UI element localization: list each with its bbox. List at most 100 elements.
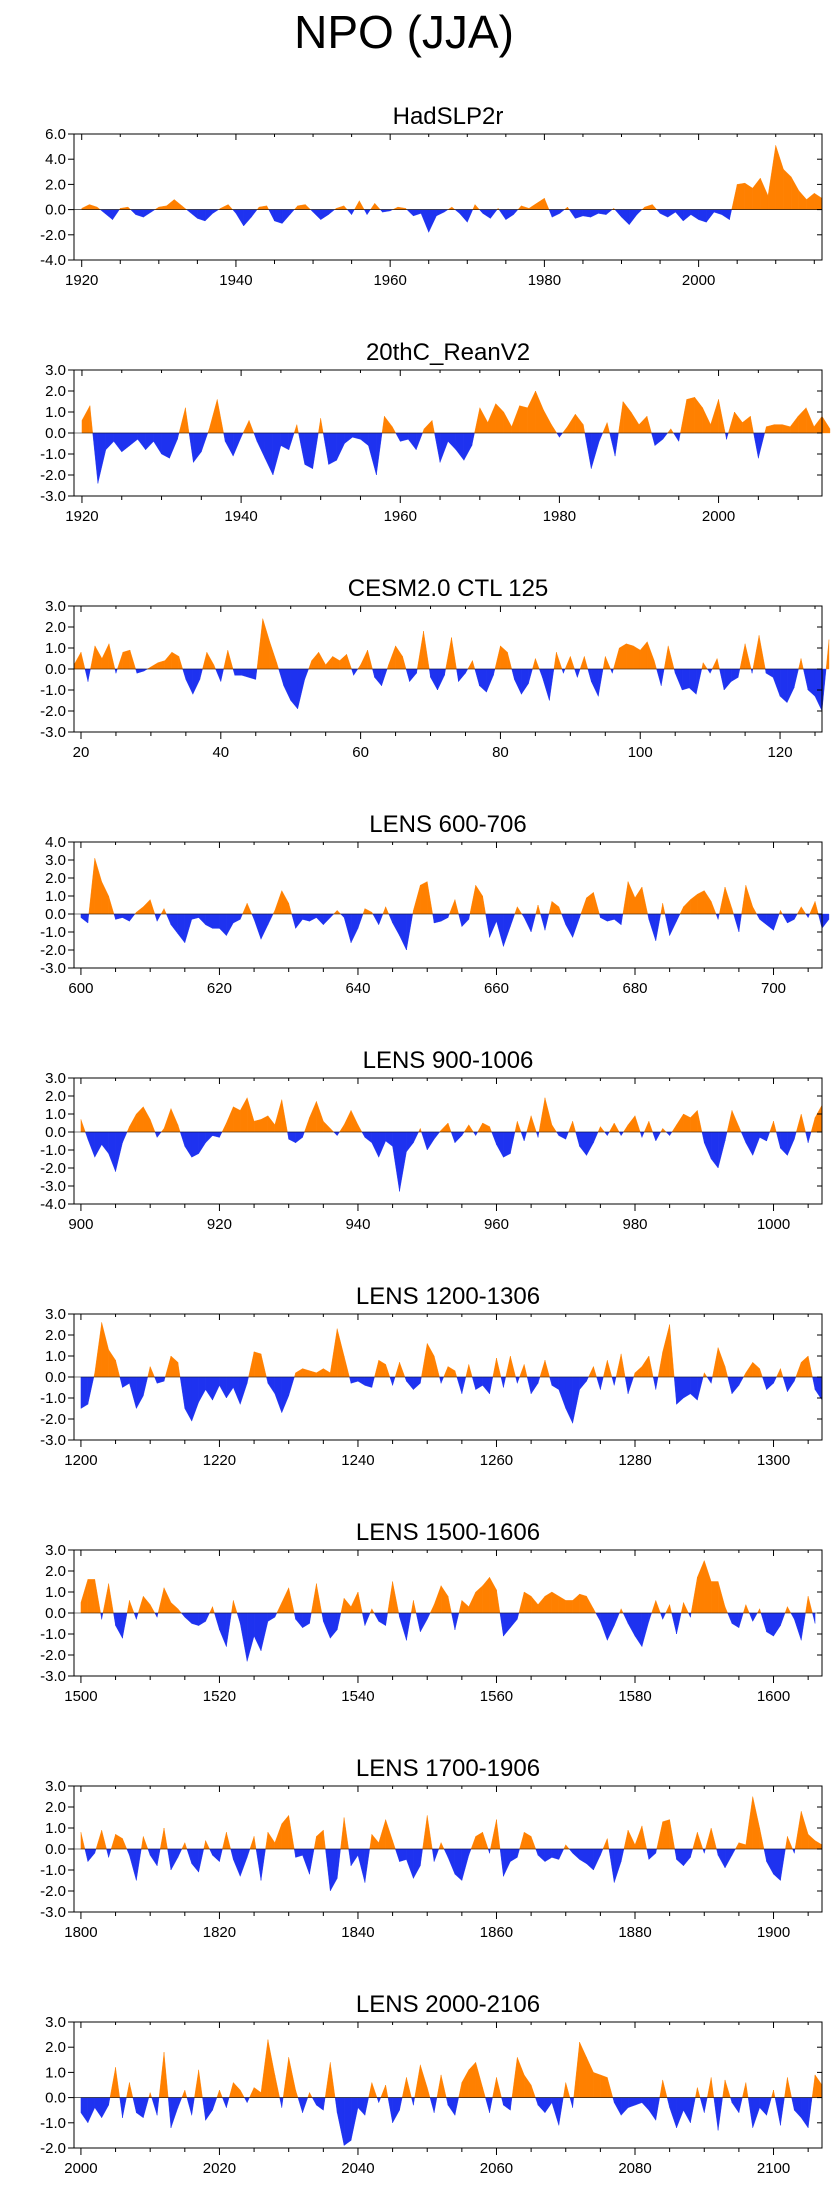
area-segment	[568, 1121, 573, 1133]
area-segment	[496, 2077, 502, 2098]
area-segment	[690, 893, 698, 915]
area-segment	[202, 652, 208, 670]
area-segment	[156, 1376, 165, 1384]
area-segment	[461, 2069, 469, 2098]
area-segment	[184, 1376, 192, 1422]
area-segment	[671, 1612, 677, 1635]
area-segment	[94, 858, 102, 915]
area-segment	[177, 1362, 181, 1378]
area-segment	[302, 1131, 305, 1138]
area-segment	[212, 913, 220, 929]
area-segment	[669, 1131, 673, 1137]
area-segment	[184, 1842, 188, 1850]
area-segment	[809, 901, 816, 915]
area-segment	[385, 1612, 388, 1626]
area-segment	[302, 1368, 310, 1378]
area-segment	[253, 1836, 257, 1850]
area-segment	[226, 913, 234, 936]
area-segment	[154, 1612, 158, 1618]
area-segment	[117, 652, 124, 670]
area-segment	[431, 420, 435, 434]
area-segment	[248, 1351, 255, 1378]
area-segment	[661, 668, 665, 686]
area-segment	[800, 658, 804, 670]
x-tick-label: 2100	[757, 2160, 790, 2177]
area-segment	[235, 209, 244, 227]
area-segment	[713, 2097, 719, 2131]
y-tick-label: 1.0	[45, 640, 66, 657]
area-segment	[475, 2062, 483, 2098]
area-segment	[793, 668, 799, 688]
y-tick-label: -1.0	[40, 1626, 66, 1643]
area-segment	[641, 1612, 650, 1647]
area-segment	[122, 913, 130, 922]
area-segment	[787, 2077, 792, 2098]
area-segment	[143, 1106, 151, 1133]
area-segment	[143, 899, 151, 915]
area-segment	[101, 881, 109, 915]
area-segment	[177, 432, 180, 440]
figure-title: NPO (JJA)	[294, 6, 514, 58]
area-segment	[623, 1830, 629, 1850]
area-segment	[274, 1823, 282, 1850]
area-segment	[598, 668, 604, 697]
area-segment	[756, 913, 760, 920]
y-tick-label: 3.0	[45, 852, 66, 869]
area-segment	[704, 1131, 712, 1160]
area-segment	[151, 2097, 158, 2116]
area-segment	[614, 1122, 620, 1133]
area-segment	[429, 1604, 435, 1614]
area-segment	[420, 1848, 423, 1866]
area-segment	[772, 668, 781, 697]
area-segment	[427, 1131, 435, 1151]
area-segment	[384, 415, 393, 434]
area-segment	[143, 1595, 151, 1614]
area-segment	[564, 656, 571, 670]
area-segment	[108, 895, 115, 915]
area-segment	[170, 1602, 179, 1614]
x-tick-label: 660	[484, 980, 509, 997]
area-segment	[697, 2087, 701, 2098]
area-segment	[145, 432, 154, 451]
area-segment	[136, 906, 144, 915]
panel-title: LENS 1700-1906	[356, 1755, 540, 1782]
area-segment	[565, 1131, 569, 1140]
x-tick-label: 680	[622, 980, 647, 997]
area-segment	[465, 1364, 469, 1378]
area-segment	[388, 645, 396, 670]
area-segment	[357, 664, 361, 670]
area-segment	[246, 1097, 255, 1133]
x-tick-label: 1960	[384, 508, 417, 525]
panel-title: HadSLP2r	[393, 103, 504, 130]
area-segment	[309, 2092, 313, 2098]
area-segment	[95, 1830, 102, 1850]
x-tick-label: 1000	[757, 1216, 790, 1233]
area-segment	[308, 660, 312, 670]
area-segment	[316, 1368, 324, 1378]
area-segment	[293, 1612, 296, 1620]
area-segment	[698, 209, 707, 223]
area-segment	[662, 1324, 670, 1378]
area-segment	[191, 1848, 199, 1873]
area-segment	[634, 1825, 643, 1850]
area-segment	[487, 1848, 490, 1854]
area-segment	[500, 645, 508, 670]
area-segment	[214, 1612, 220, 1630]
area-segment	[614, 209, 622, 218]
area-segment	[380, 2084, 386, 2098]
area-segment	[752, 1796, 760, 1850]
area-segment	[537, 1848, 546, 1863]
area-segment	[536, 1131, 539, 1138]
area-segment	[304, 668, 309, 680]
area-segment	[586, 1596, 594, 1614]
area-segment	[812, 1612, 816, 1624]
area-segment	[212, 209, 220, 214]
area-segment	[115, 1612, 123, 1639]
area-segment	[563, 206, 568, 210]
area-segment	[80, 652, 86, 670]
area-segment	[648, 1848, 656, 1860]
area-segment	[472, 204, 476, 210]
area-segment	[181, 2089, 186, 2098]
area-segment	[787, 913, 795, 924]
area-segment	[267, 2039, 276, 2098]
